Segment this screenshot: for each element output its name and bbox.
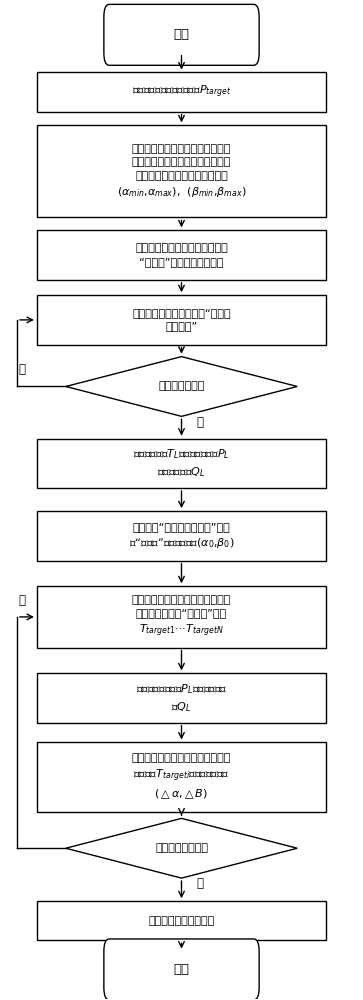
Text: 确定月面采样过程目标测站$P_{target}$: 确定月面采样过程目标测站$P_{target}$ — [132, 84, 231, 100]
Polygon shape — [66, 818, 297, 878]
Bar — [37, 586, 326, 648]
Bar — [37, 230, 326, 280]
Polygon shape — [66, 357, 297, 416]
Bar — [37, 901, 326, 940]
Bar — [37, 742, 326, 812]
Text: 划分栅格，生成天线指向“角度预
选数据库”: 划分栅格，生成天线指向“角度预 选数据库” — [132, 308, 231, 332]
FancyBboxPatch shape — [104, 4, 259, 65]
Bar — [37, 72, 326, 112]
Bar — [37, 295, 326, 345]
Text: 是否需要调整指向: 是否需要调整指向 — [155, 843, 208, 853]
Bar — [37, 125, 326, 217]
Bar — [37, 511, 326, 561]
Text: 根据月面采样工作时序，确定天线
对目标测站指向“精调整”时机
$T_{target1}$···$T_{targetN}$: 根据月面采样工作时序，确定天线 对目标测站指向“精调整”时机 $T_{targe… — [132, 595, 231, 639]
Text: 是: 是 — [196, 416, 203, 429]
Bar — [37, 439, 326, 488]
Text: 根据月面无人自动采样任务预选着
陆点的月面位置和着陆姿态偏差范
围，确定天线双轴运动包络范围
($\alpha_{min}$,$\alpha_{max}$), : 根据月面无人自动采样任务预选着 陆点的月面位置和着陆姿态偏差范 围，确定天线双轴… — [117, 144, 246, 199]
Text: 根据运动包络范围，预设置生成
“粗指向”天线目标转角数据: 根据运动包络范围，预设置生成 “粗指向”天线目标转角数据 — [135, 243, 228, 267]
Text: 否: 否 — [19, 363, 26, 376]
FancyBboxPatch shape — [104, 939, 259, 1000]
Text: 获取着陆精确定位$P_L$、姿态确定结
果$Q_L$: 获取着陆精确定位$P_L$、姿态确定结 果$Q_L$ — [136, 682, 227, 714]
Text: 天线停转保持当前角度: 天线停转保持当前角度 — [148, 916, 215, 926]
Text: 否: 否 — [196, 877, 203, 890]
Text: 是: 是 — [19, 594, 26, 607]
Bar — [37, 673, 326, 723]
Text: 快速检索“角度预选数据库”，输
出“粗指向”天线预设角度($\alpha_0$,$\beta_0$): 快速检索“角度预选数据库”，输 出“粗指向”天线预设角度($\alpha_0$,… — [129, 522, 234, 550]
Text: 是否已着陆月面: 是否已着陆月面 — [158, 381, 205, 391]
Text: 结束: 结束 — [174, 963, 189, 976]
Text: 开始: 开始 — [174, 28, 189, 41]
Text: 获取着陆时间$T_L$、着陆初步定位$P_L$
姿态确定结果$Q_L$: 获取着陆时间$T_L$、着陆初步定位$P_L$ 姿态确定结果$Q_L$ — [133, 447, 230, 479]
Text: 根据天线机构控制策略，确定任意
调整时机$T_{targeti}$对应的调整角度
($\triangle\alpha$,$\triangle B$): 根据天线机构控制策略，确定任意 调整时机$T_{targeti}$对应的调整角度… — [132, 753, 231, 801]
